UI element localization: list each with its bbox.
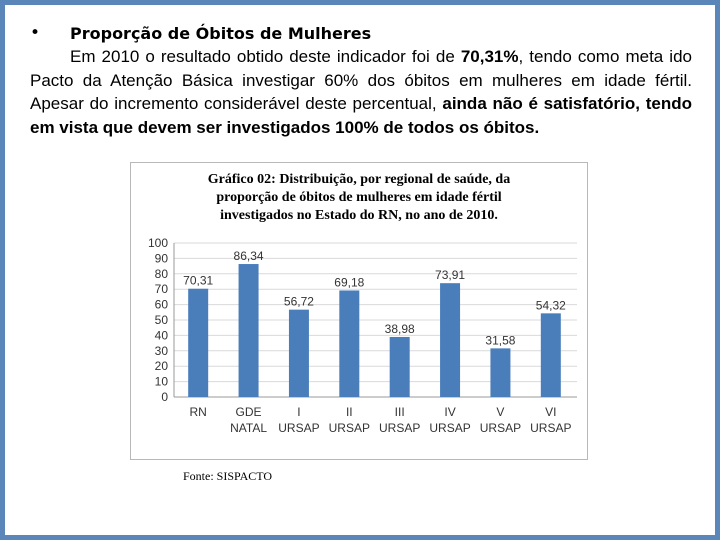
- heading-line: • Proporção de Óbitos de Mulheres: [30, 22, 692, 45]
- paragraph-bold-conclusion: ainda não é satisfatório, tendo em vista…: [30, 94, 692, 137]
- bullet: •: [30, 23, 41, 43]
- y-tick-label: 100: [148, 236, 168, 250]
- x-tick-label: GDE NATAL: [230, 405, 267, 435]
- y-tick-label: 70: [155, 282, 169, 296]
- bar: [339, 290, 360, 397]
- bar: [188, 288, 209, 397]
- x-tick-label: V URSAP: [480, 405, 521, 435]
- y-tick-label: 90: [155, 251, 169, 265]
- bar: [288, 309, 309, 397]
- x-tick-label: VI URSAP: [530, 405, 571, 435]
- chart-title: Gráfico 02: Distribuição, por regional d…: [207, 172, 511, 223]
- y-tick-label: 80: [155, 267, 169, 281]
- data-label: 38,98: [385, 322, 415, 336]
- slide-heading: Proporção de Óbitos de Mulheres: [70, 24, 372, 43]
- y-tick-label: 30: [155, 344, 169, 358]
- slide-text: • Proporção de Óbitos de Mulheres Em 201…: [30, 22, 692, 139]
- bar: [490, 348, 511, 397]
- data-label: 56,72: [284, 295, 314, 309]
- y-tick-label: 0: [161, 390, 168, 404]
- data-label: 54,32: [536, 298, 566, 312]
- chart-container: Gráfico 02: Distribuição, por regional d…: [130, 162, 588, 460]
- x-tick-label: II URSAP: [329, 405, 370, 435]
- indicator-value: 70,31%: [460, 47, 519, 66]
- y-tick-label: 60: [155, 298, 169, 312]
- x-tick-label: I URSAP: [278, 405, 319, 435]
- data-label: 69,18: [334, 275, 364, 289]
- y-tick-label: 20: [155, 359, 169, 373]
- bar: [389, 336, 410, 397]
- y-tick-label: 40: [155, 328, 169, 342]
- slide-paragraph: Em 2010 o resultado obtido deste indicad…: [30, 45, 692, 139]
- data-label: 70,31: [183, 274, 213, 288]
- x-tick-label: RN: [190, 405, 207, 419]
- data-label: 86,34: [234, 249, 264, 263]
- y-tick-label: 50: [155, 313, 169, 327]
- data-label: 31,58: [485, 333, 515, 347]
- paragraph-part-1: Em 2010 o resultado obtido deste indicad…: [70, 47, 461, 66]
- bar: [540, 313, 561, 397]
- x-tick-label: III URSAP: [379, 405, 420, 435]
- bar: [440, 283, 461, 397]
- chart-source: Fonte: SISPACTO: [183, 469, 273, 483]
- y-tick-label: 10: [155, 375, 169, 389]
- data-label: 73,91: [435, 268, 465, 282]
- x-tick-label: IV URSAP: [429, 405, 470, 435]
- paragraph-part-2: , tendo como meta ido Pacto da Atenção B…: [30, 47, 692, 113]
- bar: [238, 264, 259, 397]
